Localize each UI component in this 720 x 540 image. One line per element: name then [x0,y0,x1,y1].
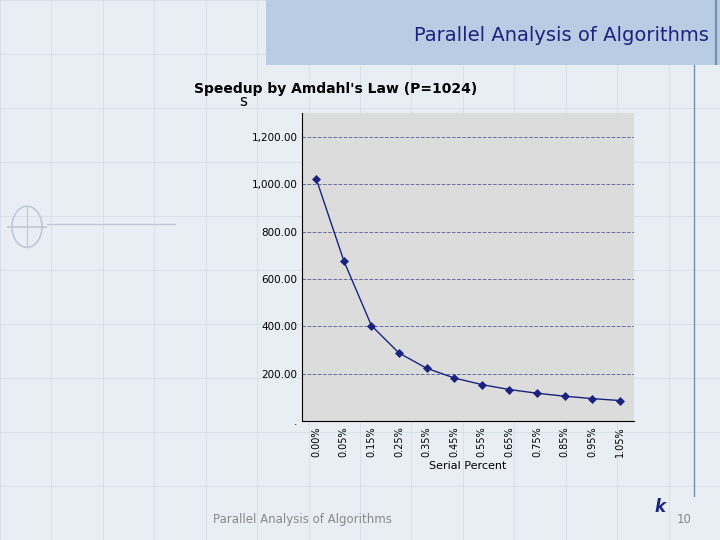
Text: Speedup by Amdahl's Law (P=1024): Speedup by Amdahl's Law (P=1024) [194,82,477,96]
Text: 10: 10 [676,513,691,526]
Text: s: s [239,93,247,109]
Text: Parallel Analysis of Algorithms: Parallel Analysis of Algorithms [213,513,392,526]
Text: Parallel Analysis of Algorithms: Parallel Analysis of Algorithms [414,26,709,45]
X-axis label: Serial Percent: Serial Percent [429,461,507,471]
Text: k: k [654,498,665,516]
FancyBboxPatch shape [266,0,720,65]
